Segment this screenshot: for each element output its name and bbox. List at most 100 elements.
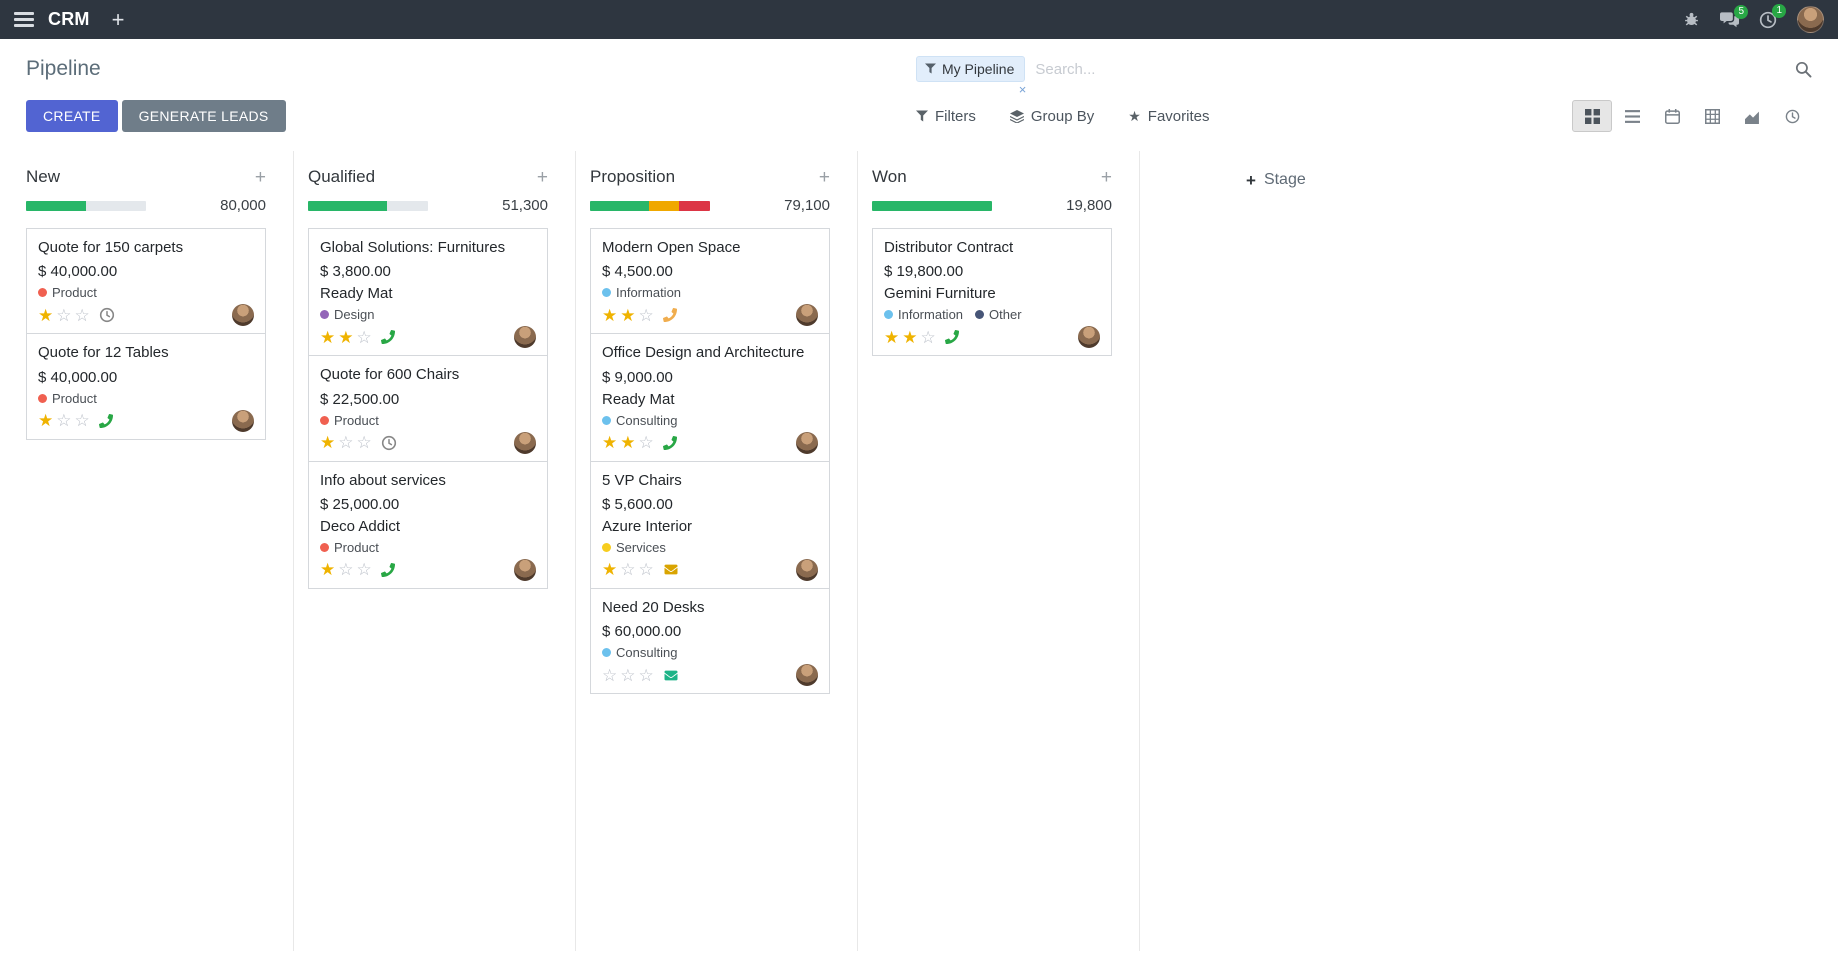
phone-activity-icon[interactable] xyxy=(662,435,677,450)
facet-remove-icon[interactable]: × xyxy=(1018,82,1027,97)
tag: Information xyxy=(602,285,681,300)
priority-star[interactable]: ☆ xyxy=(602,665,618,685)
tag-label: Other xyxy=(989,307,1022,323)
progress-segment[interactable] xyxy=(872,200,992,211)
phone-activity-icon[interactable] xyxy=(944,330,959,345)
priority-star[interactable]: ★ xyxy=(320,327,336,347)
app-name[interactable]: CRM xyxy=(48,9,90,29)
priority-stars: ★ ☆ ☆ xyxy=(320,561,372,578)
progress-segment[interactable] xyxy=(26,200,86,211)
priority-star[interactable]: ★ xyxy=(620,305,636,325)
kanban-column: Won + 19,800 Distributor Contract $ 19,8… xyxy=(858,151,1140,951)
card-tags: Product xyxy=(38,285,254,300)
priority-star[interactable]: ★ xyxy=(602,305,618,325)
column-counter: 79,100 xyxy=(784,197,830,214)
priority-star[interactable]: ★ xyxy=(320,560,336,580)
view-list-button[interactable] xyxy=(1612,100,1652,132)
column-add-icon[interactable]: + xyxy=(1100,166,1112,188)
clock-activity-icon[interactable] xyxy=(381,435,397,451)
view-pivot-button[interactable] xyxy=(1692,100,1732,132)
priority-star[interactable]: ★ xyxy=(320,433,336,452)
kanban-card[interactable]: Quote for 150 carpets $ 40,000.00 Produc… xyxy=(26,228,266,335)
priority-star[interactable]: ★ xyxy=(602,560,618,580)
view-activity-button[interactable] xyxy=(1772,100,1812,132)
search-input[interactable] xyxy=(1035,56,1785,82)
progress-segment[interactable] xyxy=(590,200,649,211)
user-avatar[interactable] xyxy=(1797,6,1824,33)
quick-create-icon[interactable]: + xyxy=(111,6,125,32)
view-calendar-button[interactable] xyxy=(1652,100,1692,132)
mail-activity-icon[interactable] xyxy=(663,563,679,576)
salesperson-avatar xyxy=(796,304,818,327)
priority-star[interactable]: ☆ xyxy=(638,665,654,685)
priority-star[interactable]: ☆ xyxy=(56,305,72,325)
priority-star[interactable]: ☆ xyxy=(356,560,372,580)
priority-star[interactable]: ☆ xyxy=(638,433,654,452)
mail-activity-icon[interactable] xyxy=(663,669,679,682)
add-stage-button[interactable]: + Stage xyxy=(1246,171,1306,195)
card-tags: Consulting xyxy=(602,413,818,428)
filters-button[interactable]: Filters xyxy=(916,108,976,125)
column-add-icon[interactable]: + xyxy=(818,166,830,188)
priority-star[interactable]: ★ xyxy=(620,433,636,452)
progress-segment[interactable] xyxy=(308,200,388,211)
card-title: Modern Open Space xyxy=(602,239,741,256)
priority-star[interactable]: ☆ xyxy=(620,665,636,685)
view-switcher xyxy=(1572,100,1812,132)
priority-star[interactable]: ☆ xyxy=(638,560,654,580)
priority-star[interactable]: ☆ xyxy=(620,560,636,580)
column-add-icon[interactable]: + xyxy=(536,166,548,188)
priority-star[interactable]: ☆ xyxy=(338,560,354,580)
phone-activity-icon[interactable] xyxy=(380,562,395,577)
priority-star[interactable]: ★ xyxy=(602,433,618,452)
kanban-card[interactable]: Need 20 Desks $ 60,000.00 Consulting ☆ ☆ ☆ xyxy=(590,587,830,694)
priority-star[interactable]: ☆ xyxy=(74,411,90,430)
priority-star[interactable]: ☆ xyxy=(638,305,654,325)
priority-star[interactable]: ★ xyxy=(38,411,54,430)
phone-activity-icon[interactable] xyxy=(98,413,113,428)
priority-stars: ★ ☆ ☆ xyxy=(602,561,654,578)
kanban-card[interactable]: Quote for 600 Chairs $ 22,500.00 Product… xyxy=(308,355,548,462)
phone-activity-icon[interactable] xyxy=(380,330,395,345)
kanban-card[interactable]: Office Design and Architecture $ 9,000.0… xyxy=(590,333,830,462)
priority-star[interactable]: ★ xyxy=(884,327,900,347)
priority-star[interactable]: ☆ xyxy=(56,411,72,430)
progress-segment[interactable] xyxy=(678,200,710,211)
priority-star[interactable]: ☆ xyxy=(356,327,372,347)
apps-menu-icon[interactable] xyxy=(14,12,34,27)
priority-star[interactable]: ☆ xyxy=(74,305,90,325)
kanban-card[interactable]: 5 VP Chairs $ 5,600.00 Azure Interior Se… xyxy=(590,460,830,589)
card-amount: $ 9,000.00 xyxy=(602,368,673,386)
kanban-card[interactable]: Global Solutions: Furnitures $ 3,800.00 … xyxy=(308,228,548,357)
kanban-card[interactable]: Modern Open Space $ 4,500.00 Information… xyxy=(590,228,830,335)
generate-leads-button[interactable]: GENERATE LEADS xyxy=(121,100,286,132)
priority-star[interactable]: ☆ xyxy=(338,433,354,452)
priority-star[interactable]: ☆ xyxy=(356,433,372,452)
clock-activity-icon[interactable] xyxy=(99,307,115,323)
messages-icon[interactable]: 5 xyxy=(1720,4,1748,28)
priority-star[interactable]: ★ xyxy=(902,327,918,347)
tag-label: Design xyxy=(334,307,375,323)
favorites-button[interactable]: ★ Favorites xyxy=(1128,108,1209,125)
activities-clock-icon[interactable]: 1 xyxy=(1759,3,1786,29)
create-button[interactable]: CREATE xyxy=(26,100,118,132)
column-add-icon[interactable]: + xyxy=(254,166,266,188)
kanban-card[interactable]: Distributor Contract $ 19,800.00 Gemini … xyxy=(872,228,1112,357)
star-icon: ★ xyxy=(1128,107,1141,124)
priority-star[interactable]: ★ xyxy=(338,327,354,347)
tag-color-dot xyxy=(602,288,611,298)
kanban-card[interactable]: Info about services $ 25,000.00 Deco Add… xyxy=(308,460,548,589)
priority-star[interactable]: ☆ xyxy=(920,327,936,347)
column-title: Won xyxy=(872,167,907,186)
progress-segment[interactable] xyxy=(648,200,679,211)
view-graph-button[interactable] xyxy=(1732,100,1772,132)
priority-stars: ☆ ☆ ☆ xyxy=(602,667,654,684)
priority-star[interactable]: ★ xyxy=(38,305,54,325)
phone-activity-icon[interactable] xyxy=(662,308,677,323)
search-bar[interactable]: My Pipeline × xyxy=(916,56,1812,96)
view-kanban-button[interactable] xyxy=(1572,100,1612,132)
search-icon[interactable] xyxy=(1795,61,1812,78)
group-by-button[interactable]: Group By xyxy=(1009,108,1094,125)
debug-bug-icon[interactable] xyxy=(1683,11,1700,28)
kanban-card[interactable]: Quote for 12 Tables $ 40,000.00 Product … xyxy=(26,333,266,440)
